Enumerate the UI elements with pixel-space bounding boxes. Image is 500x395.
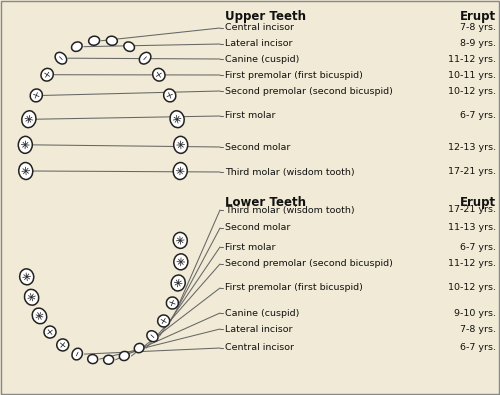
Ellipse shape xyxy=(55,53,66,64)
Ellipse shape xyxy=(18,136,32,153)
Text: 10-12 yrs.: 10-12 yrs. xyxy=(448,87,496,96)
Ellipse shape xyxy=(88,36,100,45)
Text: 10-12 yrs.: 10-12 yrs. xyxy=(448,284,496,293)
Ellipse shape xyxy=(44,326,56,338)
Text: Second molar: Second molar xyxy=(225,224,290,233)
Text: 17-21 yrs.: 17-21 yrs. xyxy=(448,205,496,214)
Text: 7-8 yrs.: 7-8 yrs. xyxy=(460,325,496,333)
Text: 9-10 yrs.: 9-10 yrs. xyxy=(454,308,496,318)
Text: 6-7 yrs.: 6-7 yrs. xyxy=(460,111,496,120)
Ellipse shape xyxy=(173,162,188,179)
Ellipse shape xyxy=(173,232,188,248)
Ellipse shape xyxy=(32,308,46,324)
Ellipse shape xyxy=(18,162,33,179)
Text: First molar: First molar xyxy=(225,243,276,252)
Ellipse shape xyxy=(152,68,165,81)
Text: 12-13 yrs.: 12-13 yrs. xyxy=(448,143,496,152)
Text: 7-8 yrs.: 7-8 yrs. xyxy=(460,23,496,32)
Text: Central incisor: Central incisor xyxy=(225,344,294,352)
Ellipse shape xyxy=(147,331,158,342)
Text: 11-12 yrs.: 11-12 yrs. xyxy=(448,55,496,64)
Ellipse shape xyxy=(174,136,188,153)
Ellipse shape xyxy=(171,275,185,291)
Text: Canine (cuspid): Canine (cuspid) xyxy=(225,55,300,64)
Text: Second molar: Second molar xyxy=(225,143,290,152)
Ellipse shape xyxy=(134,343,144,353)
Ellipse shape xyxy=(72,348,83,360)
Text: 6-7 yrs.: 6-7 yrs. xyxy=(460,243,496,252)
Ellipse shape xyxy=(174,254,188,270)
Ellipse shape xyxy=(170,111,184,128)
Text: 8-9 yrs.: 8-9 yrs. xyxy=(460,40,496,49)
Ellipse shape xyxy=(56,339,68,351)
Ellipse shape xyxy=(158,315,170,327)
Text: Second premolar (second bicuspid): Second premolar (second bicuspid) xyxy=(225,260,393,269)
Ellipse shape xyxy=(104,355,114,364)
Ellipse shape xyxy=(124,42,134,51)
Text: Third molar (wisdom tooth): Third molar (wisdom tooth) xyxy=(225,167,354,177)
Ellipse shape xyxy=(106,36,118,45)
Text: Central incisor: Central incisor xyxy=(225,23,294,32)
Ellipse shape xyxy=(120,352,130,361)
Ellipse shape xyxy=(140,53,151,64)
Ellipse shape xyxy=(72,42,82,51)
Ellipse shape xyxy=(20,269,34,285)
Text: 6-7 yrs.: 6-7 yrs. xyxy=(460,344,496,352)
Text: First molar: First molar xyxy=(225,111,276,120)
Text: 17-21 yrs.: 17-21 yrs. xyxy=(448,167,496,177)
Text: Third molar (wisdom tooth): Third molar (wisdom tooth) xyxy=(225,205,354,214)
Ellipse shape xyxy=(24,290,38,305)
Text: Lateral incisor: Lateral incisor xyxy=(225,40,292,49)
Text: First premolar (first bicuspid): First premolar (first bicuspid) xyxy=(225,284,363,293)
Text: Upper Teeth: Upper Teeth xyxy=(225,10,306,23)
Text: Second premolar (second bicuspid): Second premolar (second bicuspid) xyxy=(225,87,393,96)
Text: 11-12 yrs.: 11-12 yrs. xyxy=(448,260,496,269)
Text: Erupt: Erupt xyxy=(460,10,496,23)
Text: First premolar (first bicuspid): First premolar (first bicuspid) xyxy=(225,70,363,79)
Ellipse shape xyxy=(166,297,178,309)
Text: 11-13 yrs.: 11-13 yrs. xyxy=(448,224,496,233)
Ellipse shape xyxy=(41,68,54,81)
Ellipse shape xyxy=(22,111,36,128)
Text: Erupt: Erupt xyxy=(460,196,496,209)
Ellipse shape xyxy=(88,355,98,363)
Ellipse shape xyxy=(164,89,176,102)
Text: Canine (cuspid): Canine (cuspid) xyxy=(225,308,300,318)
Text: Lateral incisor: Lateral incisor xyxy=(225,325,292,333)
Text: Lower Teeth: Lower Teeth xyxy=(225,196,306,209)
Ellipse shape xyxy=(30,89,42,102)
Text: 10-11 yrs.: 10-11 yrs. xyxy=(448,70,496,79)
